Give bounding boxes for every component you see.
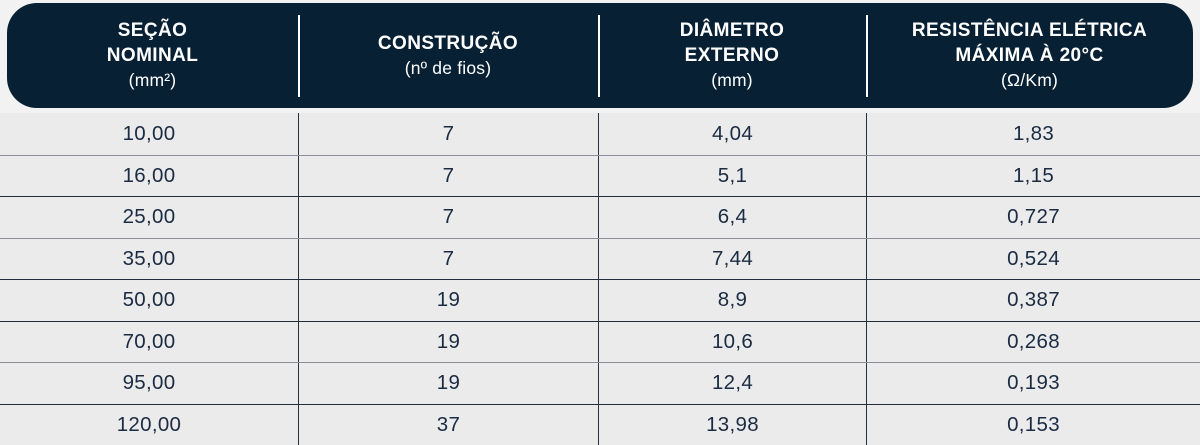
table-cell: 1,15 [866, 155, 1200, 196]
column-unit: (nº de fios) [404, 57, 492, 78]
table-cell: 4,04 [598, 113, 866, 155]
table-cell: 70,00 [122, 329, 176, 353]
table-cell: 0,524 [866, 238, 1200, 279]
table-cell: 1,83 [866, 113, 1200, 155]
table-cell: 95,00 [122, 371, 176, 395]
table-cell: 0,268 [866, 321, 1200, 362]
table-cell: 19 [298, 363, 598, 404]
column-title-line: DIÂMETRO [679, 20, 785, 41]
table-cell: 35,00 [122, 246, 176, 270]
table-cell: 8,9 [598, 280, 866, 321]
table-row: 10,00 7 4,04 1,83 [0, 113, 1200, 155]
table-cell: 7 [298, 155, 598, 196]
table-cell: 0,153 [866, 404, 1200, 445]
column-title-line: EXTERNO [684, 45, 780, 66]
table-header: SEÇÃO NOMINAL (mm²) CONSTRUÇÃO (nº de fios) D… [7, 3, 1193, 108]
table-cell: 13,98 [598, 404, 866, 445]
column-header: CONSTRUÇÃO (nº de fios) [298, 3, 598, 108]
column-title-line: RESISTÊNCIA ELÉTRICA [911, 20, 1148, 41]
table-cell: 19 [298, 321, 598, 362]
table-row: 70,00 19 10,6 0,268 [0, 320, 1200, 362]
table-row: 120,00 37 13,98 0,153 [0, 403, 1200, 445]
table-cell: 16,00 [122, 163, 176, 187]
table-cell: 0,387 [866, 280, 1200, 321]
column-title-line: NOMINAL [106, 45, 199, 66]
column-title-line: CONSTRUÇÃO [377, 32, 519, 54]
column-header: SEÇÃO NOMINAL (mm²) [7, 3, 298, 108]
table-cell: 0,193 [866, 363, 1200, 404]
column-unit: (Ω/Km) [1000, 70, 1059, 90]
column-title-line: MÁXIMA À 20°C [955, 45, 1104, 66]
header-column-divider [598, 15, 600, 97]
table-cell: 120,00 [116, 412, 182, 436]
header-column-divider [866, 15, 868, 97]
table-row: 95,00 19 12,4 0,193 [0, 362, 1200, 404]
column-title-line: SEÇÃO [117, 20, 188, 41]
table-cell: 50,00 [122, 288, 176, 312]
table-cell: 25,00 [122, 205, 176, 229]
table-cell: 10,6 [598, 321, 866, 362]
table-row: 50,00 19 8,9 0,387 [0, 279, 1200, 321]
table-row: 35,00 7 7,44 0,524 [0, 237, 1200, 279]
table-cell: 12,4 [598, 363, 866, 404]
table-row: 16,00 7 5,1 1,15 [0, 154, 1200, 196]
column-header: RESISTÊNCIA ELÉTRICA MÁXIMA À 20°C (Ω/Km) [866, 3, 1193, 108]
table-cell: 5,1 [598, 155, 866, 196]
table-cell: 7 [298, 113, 598, 155]
table-body: 10,00 7 4,04 1,83 16,00 7 5,1 1,15 25,00 7 6,4 0,72… [0, 113, 1200, 445]
table-cell: 19 [298, 280, 598, 321]
table-row: 25,00 7 6,4 0,727 [0, 196, 1200, 238]
column-unit: (mm) [711, 70, 753, 90]
table-cell: 10,00 [122, 121, 176, 145]
table-cell: 6,4 [598, 197, 866, 238]
table-cell: 7 [298, 238, 598, 279]
table-cell: 7,44 [598, 238, 866, 279]
header-column-divider [298, 15, 300, 97]
table-cell: 7 [298, 197, 598, 238]
table-cell: 37 [298, 404, 598, 445]
table-cell: 0,727 [866, 197, 1200, 238]
column-header: DIÂMETRO EXTERNO (mm) [598, 3, 866, 108]
column-unit: (mm²) [128, 70, 177, 90]
